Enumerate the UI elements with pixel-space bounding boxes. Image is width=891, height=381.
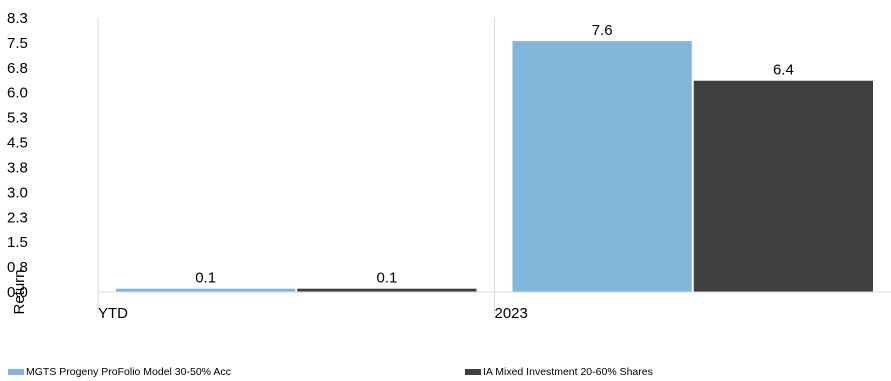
y-tick-label: 3.0 — [7, 184, 28, 201]
x-tick-label: 2023 — [495, 305, 528, 322]
gridlines — [97, 18, 495, 314]
y-tick-label: 5.3 — [7, 110, 28, 127]
data-label: 7.6 — [592, 22, 613, 39]
y-tick-label: 6.8 — [7, 60, 28, 77]
y-axis-label: Return — [11, 269, 28, 314]
x-tick-label: YTD — [98, 305, 128, 322]
y-tick-label: 3.8 — [7, 159, 28, 176]
bar-1-2023 — [512, 41, 692, 293]
legend-item-series-2: IA Mixed Investment 20-60% Shares — [465, 366, 653, 378]
data-label: 0.1 — [376, 270, 397, 287]
bar-2-2023 — [693, 80, 873, 292]
legend-label-series-1: MGTS Progeny ProFolio Model 30-50% Acc — [26, 366, 231, 378]
data-label: 0.1 — [195, 270, 216, 287]
legend-label-series-2: IA Mixed Investment 20-60% Shares — [483, 366, 653, 378]
legend-swatch-series-2 — [465, 369, 481, 375]
y-tick-label: 0.0 — [7, 284, 28, 301]
data-labels: 0.1 0.1 7.6 6.4 — [195, 22, 794, 287]
y-tick-label: 1.5 — [7, 234, 28, 251]
y-tick-label: 0.8 — [7, 259, 28, 276]
bar-1-ytd — [116, 288, 296, 292]
y-tick-label: 6.0 — [7, 85, 28, 102]
y-tick-label: 8.3 — [7, 10, 28, 27]
data-label: 6.4 — [773, 62, 794, 79]
bars — [116, 41, 873, 293]
y-tick-labels: 8.3 7.5 6.8 6.0 5.3 4.5 3.8 3.0 2.3 1.5 0.8 0.0 — [7, 10, 28, 301]
legend-item-series-1: MGTS Progeny ProFolio Model 30-50% Acc — [8, 366, 231, 378]
bar-2-ytd — [297, 288, 477, 292]
x-tick-labels: YTD 2023 — [98, 305, 528, 322]
legend-swatch-series-1 — [8, 369, 24, 375]
y-tick-label: 2.3 — [7, 209, 28, 226]
y-tick-label: 7.5 — [7, 35, 28, 52]
y-tick-label: 4.5 — [7, 135, 28, 152]
